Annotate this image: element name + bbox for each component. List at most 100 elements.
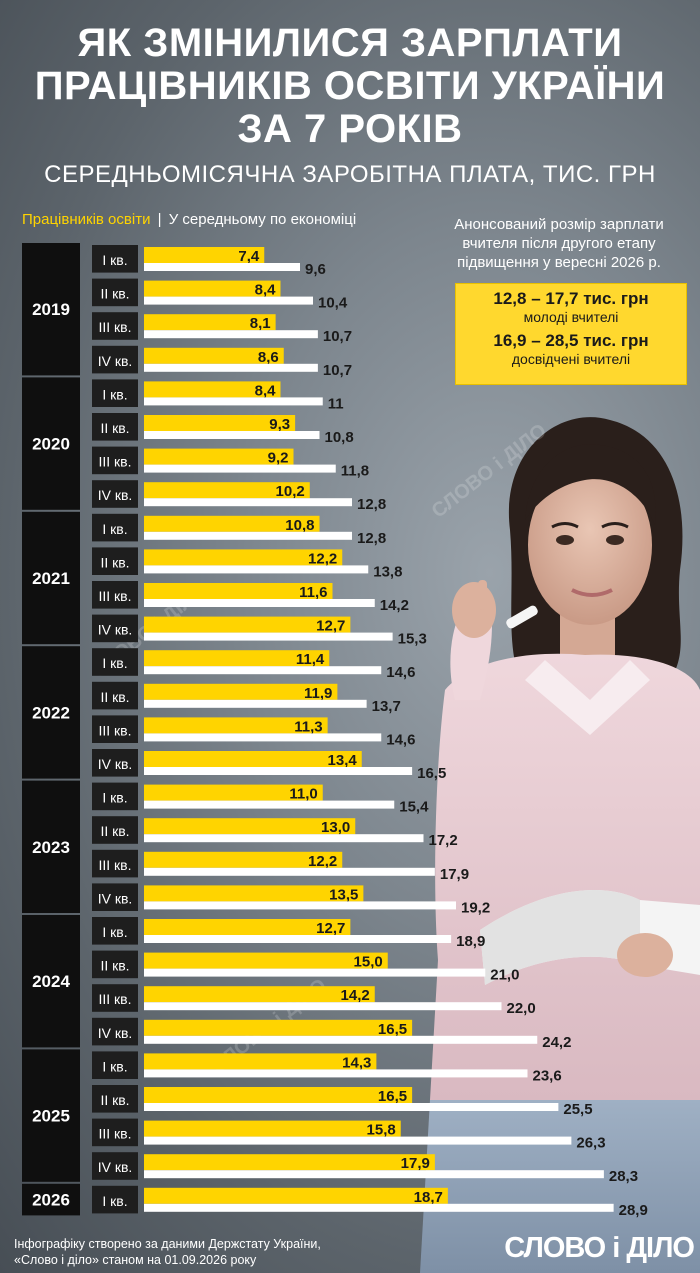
quarter-label: I кв. — [102, 1058, 127, 1074]
quarter-block — [92, 345, 138, 374]
teachers-bar — [144, 986, 375, 1003]
teachers-bar — [144, 751, 362, 767]
economy-value-label: 23,6 — [533, 1067, 562, 1084]
quarter-block — [92, 648, 138, 676]
year-block — [22, 511, 80, 645]
quarter-block — [92, 547, 138, 575]
quarter-block — [92, 816, 138, 844]
teachers-bar — [144, 1187, 448, 1204]
economy-value-label: 13,7 — [372, 698, 401, 715]
economy-value-label: 14,6 — [386, 731, 415, 748]
economy-value-label: 18,9 — [456, 933, 485, 950]
economy-bar — [144, 531, 352, 540]
announcement-box: 12,8 – 17,7 тис. грн молоді вчителі 16,9… — [456, 284, 686, 384]
economy-bar — [144, 1035, 538, 1044]
teachers-value-label: 15,0 — [354, 954, 383, 971]
quarter-block — [92, 480, 138, 508]
economy-value-label: 19,2 — [461, 899, 490, 916]
quarter-label: I кв. — [102, 655, 127, 671]
quarter-label: I кв. — [102, 1193, 127, 1209]
year-label: 2022 — [32, 703, 70, 722]
economy-bar — [144, 599, 375, 607]
economy-value-label: 10,8 — [325, 429, 354, 446]
economy-value-label: 17,2 — [429, 832, 458, 849]
economy-value-label: 9,6 — [305, 261, 326, 278]
teachers-value-label: 14,3 — [342, 1054, 371, 1071]
quarter-label: III кв. — [98, 1126, 131, 1142]
quarter-label: III кв. — [98, 319, 131, 335]
quarter-block — [92, 1051, 138, 1079]
experienced-teachers-range: 16,9 – 28,5 тис. грн — [493, 331, 649, 350]
economy-value-label: 15,4 — [399, 799, 429, 816]
economy-value-label: 15,3 — [398, 631, 427, 648]
quarter-block — [92, 749, 138, 777]
quarter-block — [92, 379, 138, 407]
title-line: ЗА 7 РОКІВ — [237, 107, 463, 151]
economy-bar — [144, 363, 318, 372]
quarter-block — [92, 312, 138, 340]
legend-economy: У середньому по економіці — [168, 211, 357, 228]
economy-bar — [144, 1170, 604, 1179]
quarter-block — [92, 1085, 138, 1113]
year-block — [22, 780, 80, 913]
teachers-bar — [144, 885, 364, 902]
teachers-bar — [144, 818, 356, 835]
year-label: 2026 — [32, 1191, 70, 1210]
teachers-value-label: 16,5 — [378, 1021, 407, 1038]
teachers-value-label: 18,7 — [414, 1189, 443, 1206]
economy-bar — [144, 834, 424, 843]
teachers-bar — [144, 515, 320, 532]
quarter-label: IV кв. — [98, 353, 133, 369]
economy-value-label: 12,8 — [357, 496, 386, 513]
quarter-label: II кв. — [100, 958, 129, 974]
teachers-bar — [144, 952, 388, 969]
teachers-value-label: 12,2 — [308, 853, 337, 870]
economy-value-label: 25,5 — [563, 1101, 592, 1118]
quarter-block — [92, 715, 138, 743]
teachers-bar — [144, 314, 276, 331]
teachers-bar — [144, 347, 284, 364]
quarter-block — [92, 1017, 138, 1046]
economy-value-label: 13,8 — [373, 563, 402, 580]
quarter-block — [92, 1185, 138, 1214]
teachers-value-label: 8,4 — [255, 382, 277, 399]
quarter-label: I кв. — [102, 521, 127, 537]
year-block — [22, 243, 80, 376]
economy-value-label: 10,7 — [323, 328, 352, 345]
quarter-block — [92, 984, 138, 1012]
quarter-block — [92, 581, 138, 609]
economy-bar — [144, 632, 393, 641]
quarter-label: III кв. — [98, 722, 131, 738]
teachers-value-label: 14,2 — [341, 987, 370, 1004]
economy-value-label: 12,8 — [357, 530, 386, 547]
year-block — [22, 1183, 80, 1216]
teachers-bar — [144, 549, 343, 566]
teachers-value-label: 16,5 — [378, 1088, 407, 1105]
teachers-value-label: 12,7 — [316, 618, 345, 635]
year-block — [22, 377, 80, 510]
teachers-bar — [144, 717, 328, 734]
teachers-bar — [144, 482, 310, 499]
quarter-block — [92, 278, 138, 307]
teachers-bar — [144, 1120, 401, 1137]
teachers-bar — [144, 381, 281, 398]
teachers-bar — [144, 1019, 413, 1036]
year-label: 2024 — [32, 972, 70, 991]
year-label: 2023 — [32, 838, 70, 857]
economy-value-label: 14,6 — [386, 664, 415, 681]
economy-bar — [144, 968, 486, 977]
quarter-label: I кв. — [102, 790, 127, 806]
economy-bar — [144, 1069, 528, 1078]
teachers-value-label: 17,9 — [401, 1155, 430, 1172]
teachers-value-label: 8,4 — [255, 282, 277, 299]
teachers-value-label: 10,8 — [285, 517, 314, 534]
teachers-value-label: 11,9 — [304, 685, 332, 702]
quarter-label: IV кв. — [98, 1159, 133, 1175]
teachers-value-label: 13,5 — [329, 886, 358, 903]
economy-bar — [144, 464, 336, 473]
economy-bar — [144, 901, 456, 910]
teachers-bar — [144, 784, 323, 801]
teachers-bar — [144, 583, 333, 599]
teachers-value-label: 8,6 — [258, 349, 279, 366]
